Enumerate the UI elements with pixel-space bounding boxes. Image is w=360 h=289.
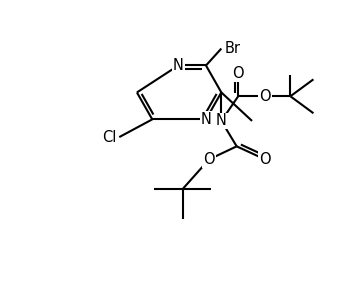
- Text: O: O: [233, 66, 244, 81]
- Text: Cl: Cl: [102, 129, 116, 144]
- Text: Br: Br: [224, 41, 240, 56]
- Text: N: N: [173, 58, 184, 73]
- Text: O: O: [259, 152, 271, 167]
- Text: O: O: [259, 89, 271, 104]
- Text: N: N: [201, 112, 211, 127]
- Text: O: O: [203, 152, 215, 167]
- Text: N: N: [216, 113, 227, 128]
